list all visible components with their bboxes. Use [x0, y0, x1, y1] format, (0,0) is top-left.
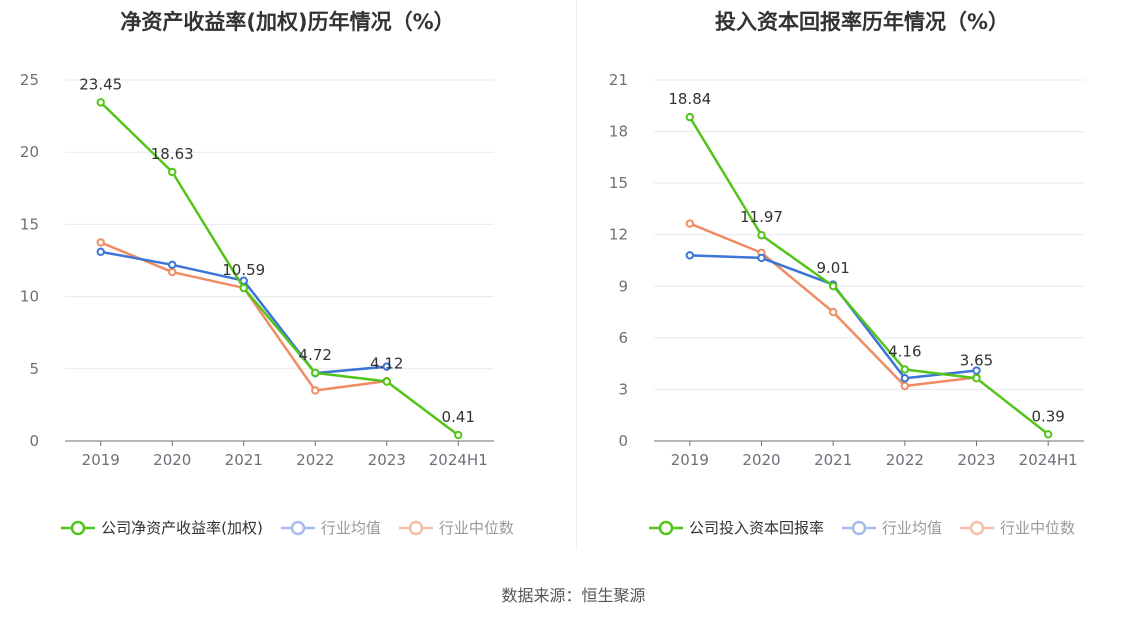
- data-label: 4.72: [299, 346, 332, 364]
- x-tick-label: 2023: [957, 451, 995, 469]
- chart-legend: 公司投入资本回报率 行业均值 行业中位数: [577, 517, 1147, 538]
- y-tick-label: 18: [609, 123, 628, 141]
- data-label: 18.63: [151, 145, 194, 163]
- data-label: 9.01: [816, 259, 849, 277]
- legend-line-marker-icon: [398, 520, 433, 535]
- data-label: 10.59: [222, 261, 265, 279]
- series-line: [688, 116, 1049, 436]
- series-line: [689, 222, 977, 388]
- y-tick-label: 5: [29, 360, 39, 378]
- legend-label: 行业均值: [320, 519, 381, 537]
- x-tick-label: 2020: [742, 451, 780, 469]
- data-point[interactable]: [757, 231, 766, 240]
- x-tick-label: 2022: [296, 451, 334, 469]
- x-tick-label: 2021: [814, 451, 852, 469]
- data-point[interactable]: [96, 247, 105, 257]
- data-point[interactable]: [382, 362, 391, 371]
- roe-chart-panel: 净资产收益率(加权)历年情况（%） 0 5 10 15 20 25 2019 2020 2021…: [0, 0, 575, 560]
- chart-title: 投入资本回报率历年情况（%）: [714, 10, 1010, 34]
- legend-label: 行业均值: [881, 519, 942, 537]
- legend-line-marker-icon: [960, 520, 994, 535]
- y-tick-label: 3: [618, 380, 628, 398]
- y-tick-label: 15: [609, 174, 628, 192]
- roic-line-chart: 0 3 6 9 12 15 18 21 2019 2020 2021 2022 2023 2024H1 18…: [609, 71, 1084, 469]
- panel-divider: [576, 0, 577, 550]
- roe-line-chart: 0 5 10 15 20 25 2019 2020 2021 2022 2023 2024H1 23.4…: [20, 71, 494, 469]
- y-tick-label: 0: [618, 432, 628, 450]
- x-tick-label: 2024H1: [429, 451, 488, 469]
- y-tick-label: 21: [609, 71, 628, 89]
- legend-item-industry-median[interactable]: 行业中位数: [960, 517, 1075, 538]
- x-tick-label: 2024H1: [1019, 451, 1078, 469]
- legend-label: 行业中位数: [438, 519, 514, 537]
- data-point[interactable]: [454, 430, 463, 440]
- legend-line-marker-icon: [280, 520, 315, 535]
- data-label: 4.12: [370, 355, 403, 373]
- data-point[interactable]: [900, 374, 910, 383]
- data-label: 23.45: [79, 75, 122, 93]
- series-line: [99, 101, 459, 437]
- data-point[interactable]: [1043, 430, 1053, 439]
- y-tick-label: 20: [20, 143, 39, 161]
- x-tick-label: 2019: [82, 451, 120, 469]
- legend-item-company[interactable]: 公司投入资本回报率: [648, 517, 824, 538]
- data-point[interactable]: [168, 267, 177, 277]
- data-point[interactable]: [757, 253, 766, 263]
- y-tick-label: 6: [618, 329, 628, 347]
- legend-item-industry-median[interactable]: 行业中位数: [398, 517, 514, 538]
- data-point[interactable]: [382, 377, 391, 386]
- x-tick-label: 2023: [368, 451, 406, 469]
- data-point[interactable]: [900, 365, 910, 374]
- data-point[interactable]: [239, 283, 248, 293]
- data-point[interactable]: [168, 260, 177, 270]
- legend-line-marker-icon: [61, 520, 96, 535]
- data-label: 3.65: [960, 351, 993, 369]
- y-tick-label: 15: [20, 215, 39, 233]
- data-point[interactable]: [828, 281, 838, 291]
- y-tick-label: 0: [29, 432, 39, 450]
- data-point[interactable]: [168, 167, 177, 177]
- data-point[interactable]: [972, 374, 981, 383]
- data-label: 0.41: [442, 408, 475, 426]
- x-tick-label: 2020: [153, 451, 191, 469]
- legend-label: 公司净资产收益率(加权): [101, 519, 263, 537]
- legend-line-marker-icon: [841, 520, 876, 535]
- legend-label: 公司投入资本回报率: [688, 519, 824, 537]
- data-point[interactable]: [685, 251, 695, 260]
- data-point[interactable]: [828, 307, 838, 317]
- y-tick-label: 10: [20, 288, 39, 306]
- y-tick-label: 9: [618, 277, 628, 295]
- data-point[interactable]: [900, 381, 910, 391]
- data-label: 4.16: [888, 342, 921, 360]
- data-point[interactable]: [685, 112, 695, 122]
- roic-chart-panel: 投入资本回报率历年情况（%） 0 3 6 9 12 15 18 21 2019 2020 2021 2…: [577, 0, 1147, 560]
- data-point[interactable]: [311, 386, 320, 395]
- legend-item-industry-average[interactable]: 行业均值: [841, 517, 942, 538]
- data-point[interactable]: [96, 98, 105, 107]
- legend-label: 行业中位数: [1000, 519, 1076, 537]
- data-label: 18.84: [668, 90, 711, 108]
- x-tick-label: 2019: [671, 451, 709, 469]
- legend-line-marker-icon: [648, 520, 683, 535]
- data-point[interactable]: [311, 368, 320, 378]
- data-point[interactable]: [972, 366, 981, 375]
- x-tick-label: 2022: [886, 451, 924, 469]
- data-label: 0.39: [1031, 407, 1064, 425]
- x-tick-label: 2021: [225, 451, 263, 469]
- data-point[interactable]: [96, 238, 105, 247]
- y-tick-label: 25: [20, 71, 39, 89]
- y-tick-label: 12: [609, 226, 628, 244]
- legend-item-company[interactable]: 公司净资产收益率(加权): [61, 517, 263, 538]
- data-label: 11.97: [740, 208, 783, 226]
- data-source-note: 数据来源：恒生聚源: [501, 586, 646, 605]
- legend-item-industry-average[interactable]: 行业均值: [280, 517, 381, 538]
- data-point[interactable]: [685, 219, 695, 228]
- chart-legend: 公司净资产收益率(加权) 行业均值 行业中位数: [0, 517, 575, 538]
- chart-title: 净资产收益率(加权)历年情况（%）: [120, 10, 455, 34]
